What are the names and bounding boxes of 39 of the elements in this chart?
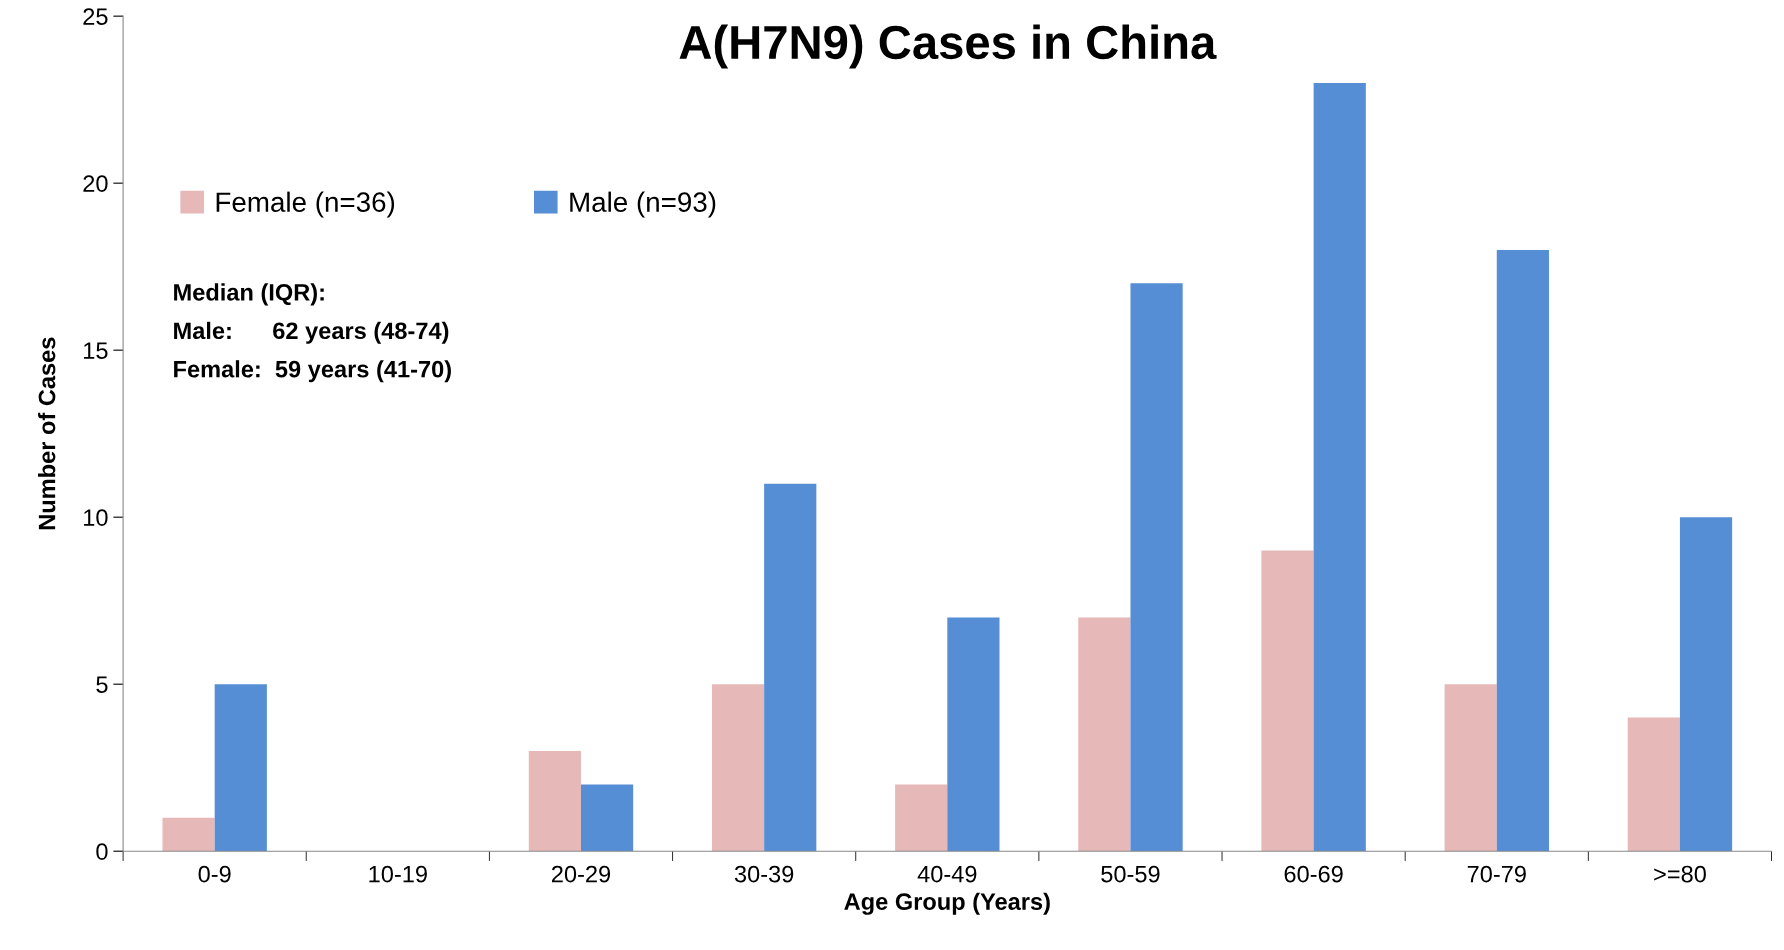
bar [947,617,1000,852]
chart-title: A(H7N9) Cases in China [679,24,1217,69]
x-tick-label: >=80 [1654,865,1706,883]
y-tick-label: 0 [96,843,108,860]
bar [162,817,215,852]
bar [1261,550,1314,852]
bar [764,483,817,852]
bar [1078,617,1131,852]
y-tick-label: 25 [83,8,108,25]
y-axis-title: Number of Cases [38,337,56,530]
y-tick-label: 10 [84,509,108,526]
annotation: Female: 59 years (41-70) [174,360,451,383]
x-axis-title: Age Group (Years) [844,892,1050,915]
bar [1679,517,1733,852]
y-tick-label: 20 [83,175,108,192]
x-tick-label: 60-69 [1284,865,1343,883]
x-tick-label: 0-9 [198,865,231,883]
bar [711,684,765,852]
bar [1444,684,1497,852]
x-tick-label: 30-39 [734,865,794,883]
x-tick-label: 20-29 [551,865,611,883]
bar [1627,717,1680,852]
bar [1130,283,1183,852]
y-tick-label: 5 [96,676,108,693]
annotation: Median (IQR): [174,283,324,306]
bar [1496,249,1549,852]
legend-label: Female (n=36) [216,191,395,218]
x-tick-label: 10-19 [369,865,427,883]
x-tick-label: 70-79 [1467,865,1526,883]
y-tick-label: 15 [84,342,108,359]
bar [895,784,948,852]
legend-label: Male (n=93) [570,191,716,218]
annotation: Male: 62 years (48-74) [174,321,449,344]
bar [528,750,581,852]
bar [1313,82,1366,852]
bar [214,684,267,852]
x-tick-label: 40-49 [917,865,977,883]
x-tick-label: 50-59 [1101,865,1160,883]
bar [580,784,634,852]
